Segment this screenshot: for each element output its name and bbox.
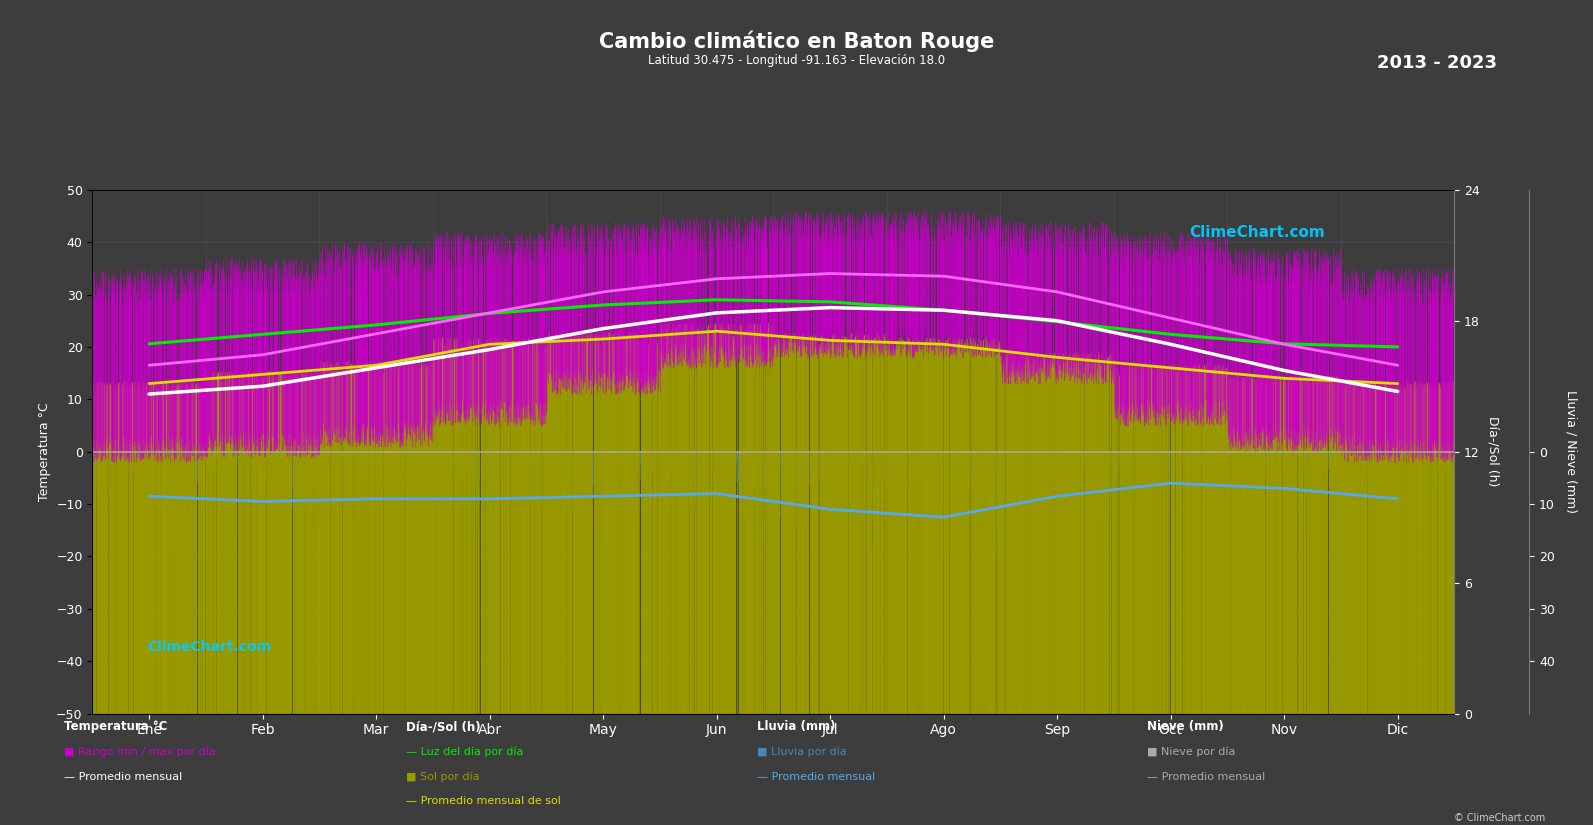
Text: — Promedio mensual: — Promedio mensual [757,771,875,781]
Text: Latitud 30.475 - Longitud -91.163 - Elevación 18.0: Latitud 30.475 - Longitud -91.163 - Elev… [648,54,945,67]
Y-axis label: Temperatura °C: Temperatura °C [38,403,51,501]
Text: 2013 - 2023: 2013 - 2023 [1378,54,1497,72]
Text: ClimeChart.com: ClimeChart.com [147,639,271,653]
Y-axis label: Lluvia / Nieve (mm): Lluvia / Nieve (mm) [1564,390,1577,513]
Y-axis label: Día-/Sol (h): Día-/Sol (h) [1486,417,1499,487]
Text: © ClimeChart.com: © ClimeChart.com [1454,813,1545,823]
Text: ■ Lluvia por día: ■ Lluvia por día [757,747,846,757]
Text: — Luz del día por día: — Luz del día por día [406,747,524,757]
Text: ■ Sol por día: ■ Sol por día [406,771,479,781]
Text: Cambio climático en Baton Rouge: Cambio climático en Baton Rouge [599,31,994,52]
Text: Nieve (mm): Nieve (mm) [1147,720,1223,733]
Text: — Promedio mensual: — Promedio mensual [64,771,182,781]
Text: ■ Rango min / max por día: ■ Rango min / max por día [64,747,215,757]
Text: Temperatura °C: Temperatura °C [64,720,167,733]
Text: ClimeChart.com: ClimeChart.com [1188,225,1324,240]
Text: Día-/Sol (h): Día-/Sol (h) [406,720,481,733]
Text: ■ Nieve por día: ■ Nieve por día [1147,747,1235,757]
Text: — Promedio mensual: — Promedio mensual [1147,771,1265,781]
Text: — Promedio mensual de sol: — Promedio mensual de sol [406,796,561,806]
Text: Lluvia (mm): Lluvia (mm) [757,720,835,733]
